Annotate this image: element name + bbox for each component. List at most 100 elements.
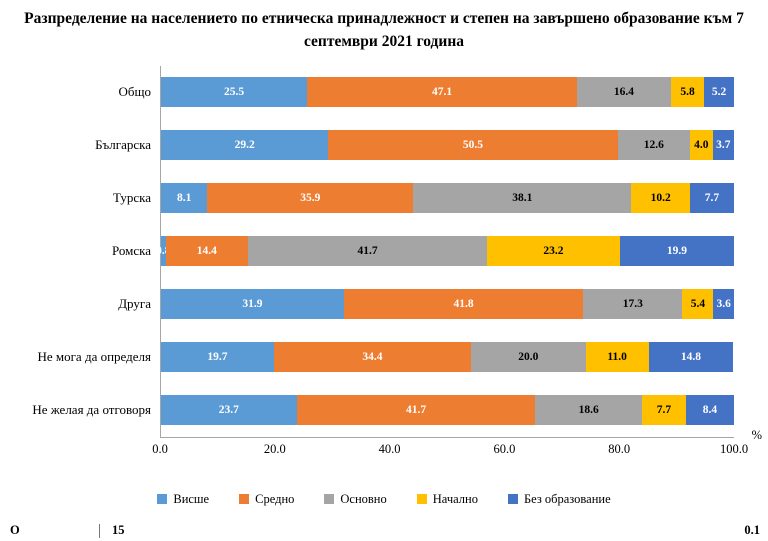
segment-value-label: 17.3	[622, 298, 643, 310]
clipped-footer-mid-text: 15	[112, 523, 125, 537]
bar-segment: 34.4	[273, 342, 471, 372]
bar-row: 8.1 35.9 38.1 10.2 7.7	[161, 172, 734, 225]
stacked-bar: 25.5 47.1 16.4 5.8 5.2	[161, 77, 734, 107]
segment-value-label: 19.7	[207, 351, 228, 363]
segment-value-label: 41.7	[357, 245, 378, 257]
bar-segment: 31.9	[161, 289, 344, 319]
segment-value-label: 5.2	[711, 86, 727, 98]
stacked-bar: 29.2 50.5 12.6 4.0 3.7	[161, 130, 734, 160]
bar-segment: 7.7	[641, 395, 686, 425]
segment-value-label: 50.5	[462, 139, 484, 151]
plot-area: 25.5 47.1 16.4 5.8 5.2 29.2 50.5 12.6 4.0 3.7 8.1 3…	[156, 65, 734, 438]
segment-value-label: 19.9	[666, 245, 687, 257]
bar-segment: 23.7	[161, 395, 297, 425]
bar-segment: 29.2	[161, 130, 329, 160]
bar-segment: 25.5	[161, 77, 308, 107]
bar-segment: 18.6	[535, 395, 642, 425]
category-label: Ромска	[111, 243, 151, 258]
bar-segment: 41.7	[248, 236, 488, 266]
stacked-bar: 31.9 41.8 17.3 5.4 3.6	[161, 289, 734, 319]
x-tick-label: 80.0	[608, 441, 631, 456]
bar-segment: 20.0	[470, 342, 586, 372]
bar-segment: 8.1	[161, 183, 208, 213]
segment-value-label: 5.4	[690, 298, 706, 310]
x-axis: 0.0 20.0 40.0 60.0 80.0 100.0	[0, 438, 748, 458]
legend-swatch	[324, 494, 335, 504]
x-tick-label: 20.0	[263, 441, 286, 456]
clipped-footer-left-text: О	[10, 523, 20, 537]
segment-value-label: 3.7	[716, 139, 731, 151]
segment-value-label: 7.7	[704, 192, 720, 204]
legend-label: Основно	[340, 491, 387, 506]
segment-value-label: 34.4	[362, 351, 383, 363]
legend-item: Средно	[239, 492, 294, 507]
segment-value-label: 10.2	[650, 192, 671, 204]
bar-segment: 3.6	[713, 289, 734, 319]
segment-value-label: 47.1	[431, 86, 453, 98]
stacked-bar: 8.1 35.9 38.1 10.2 7.7	[161, 183, 734, 213]
segment-value-label: 4.0	[694, 139, 709, 151]
bar-segment: 4.0	[689, 130, 713, 160]
x-axis-spacer	[0, 438, 160, 458]
segment-value-label: 41.7	[405, 404, 427, 416]
segment-value-label: 25.5	[223, 86, 245, 98]
bar-row: 19.7 34.4 20.0 11.0 14.8	[161, 331, 734, 384]
bar-segment: 41.7	[296, 395, 536, 425]
clipped-footer-row: О 15 0.1	[0, 523, 768, 541]
bar-segment: 3.7	[712, 130, 734, 160]
x-tick-label: 0.0	[152, 441, 168, 456]
legend-swatch	[416, 494, 427, 504]
segment-value-label: 14.8	[680, 351, 702, 363]
legend: Висше Средно Основно Начално Без образование	[0, 492, 768, 507]
bar-row: 25.5 47.1 16.4 5.8 5.2	[161, 66, 734, 119]
segment-value-label: 41.8	[453, 298, 474, 310]
segment-value-label: 11.0	[607, 351, 627, 363]
bar-segment: 8.4	[685, 395, 734, 425]
segment-value-label: 23.7	[218, 404, 239, 416]
legend-swatch	[507, 494, 518, 504]
category-label: Българска	[95, 137, 151, 152]
legend-swatch	[239, 494, 250, 504]
bar-row: 23.7 41.7 18.6 7.7 8.4	[161, 384, 734, 437]
bar-segment: 17.3	[583, 289, 683, 319]
bar-segment: 19.9	[619, 236, 734, 266]
clipped-footer-divider	[99, 524, 100, 538]
segment-value-label: 3.6	[716, 298, 731, 310]
legend-item: Висше	[157, 492, 209, 507]
bar-segment: 10.2	[631, 183, 690, 213]
bar-chart: Общо Българска Турска Ромска Друга Не мога да…	[0, 65, 734, 438]
segment-value-label: 20.0	[518, 351, 539, 363]
segment-value-label: 8.1	[177, 192, 192, 204]
chart-title: Разпределение на населението по етническ…	[24, 10, 744, 51]
legend-label: Средно	[255, 491, 295, 506]
bar-segment: 7.7	[689, 183, 734, 213]
stacked-bar: 23.7 41.7 18.6 7.7 8.4	[161, 395, 734, 425]
bar-segment: 19.7	[161, 342, 274, 372]
legend-label: Начално	[432, 491, 478, 506]
legend-label: Без образование	[523, 491, 611, 506]
x-axis-ticks: 0.0 20.0 40.0 60.0 80.0 100.0	[152, 438, 748, 458]
bar-segment: 12.6	[617, 130, 690, 160]
segment-value-label: 16.4	[613, 86, 635, 98]
bar-row: 29.2 50.5 12.6 4.0 3.7	[161, 119, 734, 172]
category-label: Не желая да отговоря	[32, 402, 151, 417]
bar-segment: 14.4	[165, 236, 249, 266]
legend-item: Начално	[416, 491, 478, 507]
category-labels: Общо Българска Турска Ромска Друга Не мога да…	[0, 66, 160, 438]
segment-value-label: 38.1	[512, 192, 533, 204]
bar-segment: 41.8	[343, 289, 584, 319]
bar-segment: 14.8	[648, 342, 734, 372]
bar-segment: 50.5	[328, 130, 618, 160]
segment-value-label: 31.9	[242, 298, 263, 310]
segment-value-label: 23.2	[543, 245, 564, 257]
clipped-footer-right-text: 0.1	[744, 523, 760, 537]
x-tick-label: 40.0	[378, 441, 401, 456]
bar-segment: 47.1	[307, 77, 577, 107]
bar-segment: 35.9	[207, 183, 414, 213]
bar-segment: 38.1	[413, 183, 632, 213]
segment-value-label: 8.4	[702, 404, 718, 416]
segment-value-label: 29.2	[234, 139, 255, 151]
stacked-bar: 0.8 14.4 41.7 23.2 19.9	[156, 236, 734, 266]
category-label: Общо	[118, 84, 151, 99]
segment-value-label: 18.6	[578, 404, 599, 416]
